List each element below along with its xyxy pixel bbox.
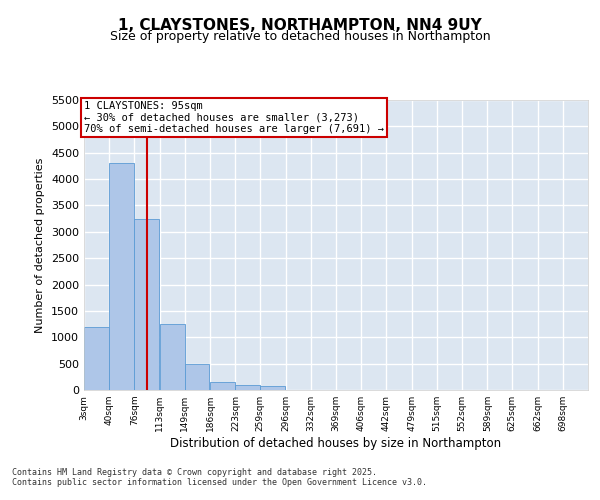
Bar — [185, 364, 209, 390]
Bar — [160, 324, 185, 390]
Bar — [109, 164, 134, 390]
Text: Size of property relative to detached houses in Northampton: Size of property relative to detached ho… — [110, 30, 490, 43]
Bar — [235, 384, 260, 390]
Text: Contains public sector information licensed under the Open Government Licence v3: Contains public sector information licen… — [12, 478, 427, 487]
Bar — [210, 382, 235, 390]
Y-axis label: Number of detached properties: Number of detached properties — [35, 158, 46, 332]
Text: Contains HM Land Registry data © Crown copyright and database right 2025.: Contains HM Land Registry data © Crown c… — [12, 468, 377, 477]
Bar — [134, 218, 159, 390]
X-axis label: Distribution of detached houses by size in Northampton: Distribution of detached houses by size … — [170, 437, 502, 450]
Text: 1 CLAYSTONES: 95sqm
← 30% of detached houses are smaller (3,273)
70% of semi-det: 1 CLAYSTONES: 95sqm ← 30% of detached ho… — [84, 101, 384, 134]
Bar — [260, 386, 285, 390]
Text: 1, CLAYSTONES, NORTHAMPTON, NN4 9UY: 1, CLAYSTONES, NORTHAMPTON, NN4 9UY — [118, 18, 482, 32]
Bar — [84, 326, 109, 390]
